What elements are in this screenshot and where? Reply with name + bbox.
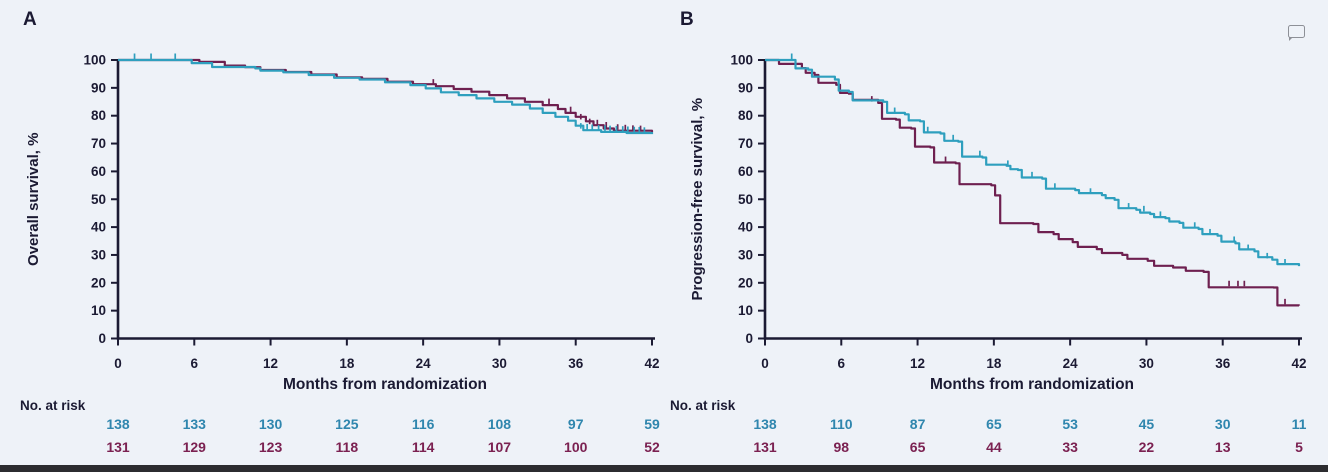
panel-letter: A — [23, 9, 37, 30]
y-tick-label: 10 — [738, 303, 753, 318]
at-risk-count-group-maroon: 5 — [1295, 439, 1303, 455]
x-tick-label: 12 — [263, 356, 278, 371]
at-risk-count-group-maroon: 33 — [1062, 439, 1078, 455]
at-risk-count-group-maroon: 123 — [259, 439, 283, 455]
x-tick-label: 0 — [114, 356, 122, 371]
at-risk-count-group-maroon: 118 — [336, 439, 359, 455]
y-tick-label: 50 — [91, 192, 106, 207]
at-risk-count-group-teal: 11 — [1292, 416, 1307, 432]
axis-lines — [763, 60, 1302, 340]
at-risk-count-group-maroon: 100 — [564, 439, 588, 455]
survival-curve-group-teal — [765, 58, 1301, 267]
y-tick-label: 60 — [738, 164, 753, 179]
x-tick-label: 42 — [1291, 356, 1306, 371]
y-tick-label: 10 — [91, 303, 106, 318]
x-tick-label: 24 — [1063, 356, 1079, 371]
y-tick-label: 0 — [98, 331, 106, 346]
y-tick-label: 90 — [91, 80, 106, 95]
at-risk-count-group-teal: 59 — [644, 416, 660, 432]
y-tick-label: 100 — [83, 53, 106, 68]
at-risk-count-group-maroon: 65 — [910, 439, 926, 455]
x-tick-label: 6 — [838, 356, 846, 371]
y-tick-label: 80 — [738, 108, 753, 123]
at-risk-count-group-maroon: 131 — [106, 439, 130, 455]
bottom-edge-bar — [0, 465, 1328, 472]
x-axis-title: Months from randomization — [283, 376, 487, 393]
x-tick-label: 18 — [986, 356, 1002, 371]
survival-curve-group-maroon — [765, 58, 1301, 307]
y-tick-label: 50 — [738, 192, 753, 207]
at-risk-count-group-teal: 45 — [1139, 416, 1155, 432]
at-risk-count-group-teal: 110 — [830, 416, 853, 432]
x-tick-label: 42 — [644, 356, 659, 371]
y-tick-label: 40 — [738, 220, 753, 235]
at-risk-count-group-teal: 138 — [753, 416, 777, 432]
at-risk-count-group-maroon: 98 — [833, 439, 849, 455]
at-risk-count-group-maroon: 114 — [412, 439, 435, 455]
at-risk-count-group-teal: 87 — [910, 416, 926, 432]
y-axis-title: Progression-free survival, % — [689, 98, 706, 301]
at-risk-count-group-teal: 116 — [412, 416, 435, 432]
at-risk-count-group-teal: 133 — [183, 416, 207, 432]
y-tick-label: 90 — [738, 80, 753, 95]
x-tick-label: 12 — [910, 356, 925, 371]
y-axis-title: Overall survival, % — [25, 133, 42, 266]
y-tick-label: 20 — [738, 275, 753, 290]
at-risk-count-group-teal: 53 — [1062, 416, 1078, 432]
y-tick-label: 70 — [91, 136, 106, 151]
y-tick-label: 70 — [738, 136, 753, 151]
at-risk-count-group-maroon: 129 — [183, 439, 207, 455]
at-risk-count-group-maroon: 131 — [753, 439, 777, 455]
x-tick-label: 24 — [416, 356, 432, 371]
x-tick-label: 36 — [1215, 356, 1231, 371]
y-tick-label: 80 — [91, 108, 106, 123]
at-risk-count-group-teal: 108 — [488, 416, 512, 432]
y-tick-label: 30 — [91, 247, 106, 262]
y-tick-label: 40 — [91, 220, 106, 235]
x-tick-label: 36 — [568, 356, 584, 371]
comment-bubble-icon[interactable] — [1288, 25, 1305, 38]
at-risk-label: No. at risk — [20, 398, 86, 413]
x-tick-label: 30 — [1139, 356, 1154, 371]
y-tick-label: 20 — [91, 275, 106, 290]
x-tick-label: 30 — [492, 356, 507, 371]
x-axis-title: Months from randomization — [930, 376, 1134, 393]
at-risk-count-group-teal: 30 — [1215, 416, 1231, 432]
panel-letter: B — [680, 9, 694, 30]
at-risk-label: No. at risk — [670, 398, 736, 413]
at-risk-count-group-maroon: 44 — [986, 439, 1002, 455]
y-tick-label: 30 — [738, 247, 753, 262]
x-tick-label: 0 — [761, 356, 769, 371]
axis-lines — [116, 60, 655, 340]
at-risk-count-group-maroon: 107 — [488, 439, 512, 455]
at-risk-count-group-maroon: 22 — [1139, 439, 1155, 455]
y-tick-label: 60 — [91, 164, 106, 179]
y-tick-label: 100 — [730, 53, 753, 68]
x-tick-label: 6 — [191, 356, 199, 371]
at-risk-count-group-teal: 65 — [986, 416, 1002, 432]
at-risk-count-group-teal: 97 — [568, 416, 584, 432]
y-tick-label: 0 — [745, 331, 753, 346]
at-risk-count-group-teal: 138 — [106, 416, 130, 432]
survival-curve-group-teal — [118, 58, 654, 135]
at-risk-count-group-teal: 125 — [335, 416, 359, 432]
at-risk-count-group-maroon: 52 — [644, 439, 660, 455]
at-risk-count-group-maroon: 13 — [1215, 439, 1231, 455]
at-risk-count-group-teal: 130 — [259, 416, 283, 432]
x-tick-label: 18 — [339, 356, 355, 371]
